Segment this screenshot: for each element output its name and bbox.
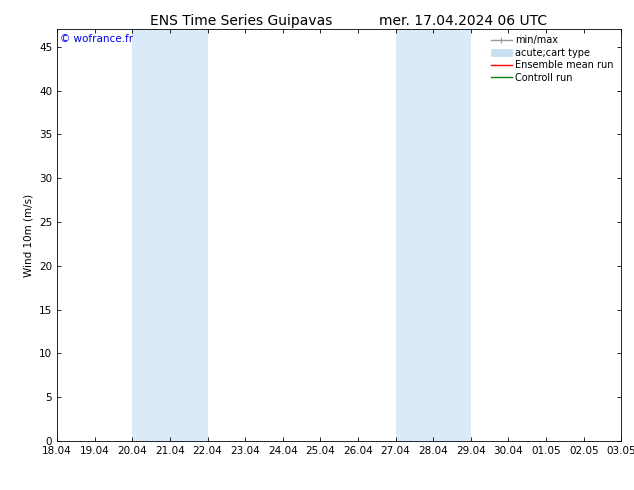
Text: ENS Time Series Guipavas: ENS Time Series Guipavas <box>150 14 332 28</box>
Text: © wofrance.fr: © wofrance.fr <box>60 33 133 44</box>
Legend: min/max, acute;cart type, Ensemble mean run, Controll run: min/max, acute;cart type, Ensemble mean … <box>487 31 619 86</box>
Bar <box>133 29 207 441</box>
Y-axis label: Wind 10m (m/s): Wind 10m (m/s) <box>23 194 34 277</box>
Text: mer. 17.04.2024 06 UTC: mer. 17.04.2024 06 UTC <box>378 14 547 28</box>
Bar <box>396 29 471 441</box>
